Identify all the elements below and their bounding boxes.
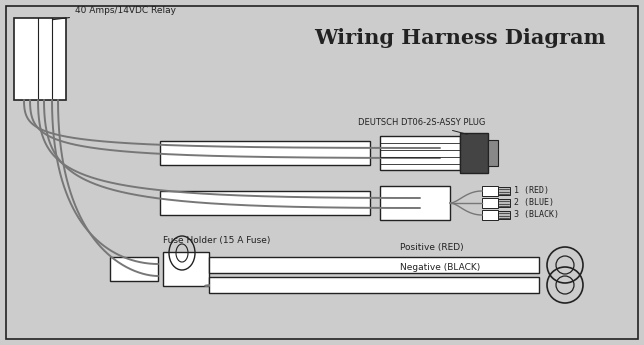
- Bar: [209, 257, 539, 273]
- Text: DEUTSCH DT06-2S-ASSY PLUG: DEUTSCH DT06-2S-ASSY PLUG: [358, 118, 486, 134]
- Bar: [498, 187, 510, 195]
- Bar: [482, 186, 498, 196]
- Text: Fuse Holder (15 A Fuse): Fuse Holder (15 A Fuse): [163, 236, 270, 245]
- Bar: [498, 211, 510, 219]
- Text: Negative (BLACK): Negative (BLACK): [400, 263, 480, 272]
- Bar: [482, 210, 498, 220]
- Bar: [380, 186, 450, 220]
- Text: Wiring Harness Diagram: Wiring Harness Diagram: [314, 28, 606, 48]
- Text: 2 (BLUE): 2 (BLUE): [514, 198, 554, 207]
- Bar: [160, 191, 370, 215]
- Bar: [482, 198, 498, 208]
- Bar: [163, 252, 209, 286]
- Bar: [380, 136, 460, 170]
- Bar: [160, 141, 370, 165]
- Bar: [209, 277, 539, 293]
- Text: 3 (BLACK): 3 (BLACK): [514, 210, 559, 219]
- Bar: [498, 199, 510, 207]
- Bar: [110, 257, 158, 281]
- Text: Positive (RED): Positive (RED): [400, 243, 464, 252]
- Bar: [14, 18, 66, 100]
- Text: 1 (RED): 1 (RED): [514, 187, 549, 196]
- Bar: [488, 140, 498, 166]
- Text: 40 Amps/14VDC Relay: 40 Amps/14VDC Relay: [53, 6, 176, 20]
- Bar: [460, 133, 488, 173]
